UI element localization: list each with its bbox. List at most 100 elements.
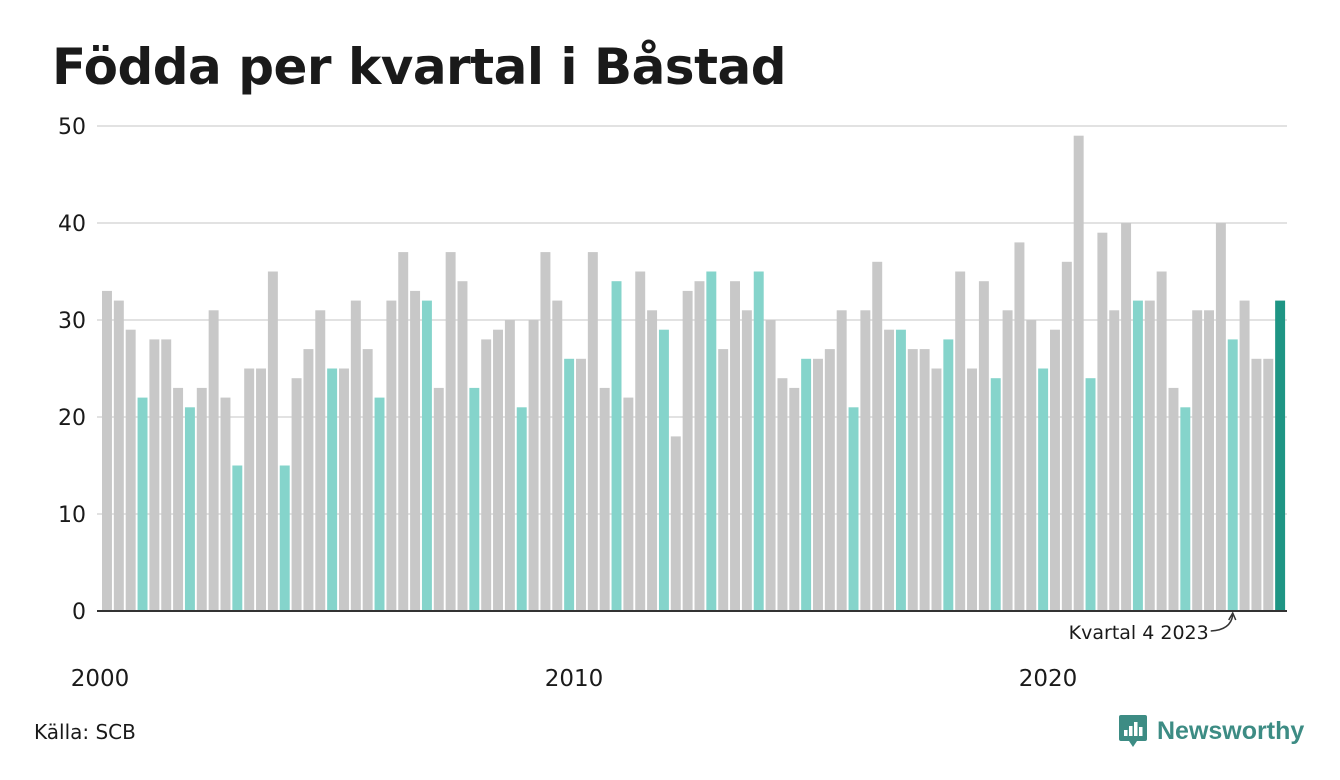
bar [315, 310, 326, 611]
bar [433, 387, 444, 611]
y-tick-label: 20 [58, 406, 86, 431]
x-tick-label: 2020 [1019, 666, 1078, 692]
bar [327, 368, 338, 611]
bar [1073, 135, 1084, 611]
bar [1097, 232, 1108, 611]
bar [1109, 310, 1120, 611]
bar [1026, 320, 1037, 611]
bar [113, 300, 124, 611]
x-axis-ticks: 2000 2010 2020 [71, 666, 1078, 692]
annotation-arrowhead [1228, 611, 1237, 621]
bar [173, 387, 184, 611]
bar [421, 300, 432, 611]
bar [1204, 310, 1215, 611]
y-tick-label: 40 [58, 212, 86, 237]
bar [208, 310, 219, 611]
bar [374, 397, 385, 611]
bar [184, 407, 195, 611]
bar [836, 310, 847, 611]
bar [1038, 368, 1049, 611]
bar [291, 378, 302, 611]
bar [789, 387, 800, 611]
bar [267, 271, 278, 611]
bar [955, 271, 966, 611]
bar [1180, 407, 1191, 611]
x-tick-label: 2000 [71, 666, 130, 692]
bar [1061, 261, 1072, 611]
bar [516, 407, 527, 611]
bar [919, 349, 930, 611]
bar [196, 387, 207, 611]
bar [339, 368, 349, 611]
bar [386, 300, 397, 611]
bar [1263, 358, 1274, 611]
newsworthy-logo-icon [1119, 715, 1147, 747]
bar [718, 349, 729, 611]
bar [1050, 329, 1060, 611]
bar [564, 358, 575, 611]
annotation: Kvartal 4 2023 [1069, 611, 1237, 644]
bar [1275, 300, 1286, 611]
x-tick-label: 2010 [545, 666, 604, 692]
bar [1002, 310, 1013, 611]
bar [635, 271, 646, 611]
bar [611, 281, 622, 611]
bar [1121, 223, 1132, 611]
bar [256, 368, 267, 611]
bar [824, 349, 835, 611]
bar [813, 358, 823, 611]
bar [410, 290, 421, 611]
bar [1168, 387, 1179, 611]
bar [398, 252, 409, 611]
bar [445, 252, 456, 611]
source-label: Källa: SCB [34, 720, 136, 744]
bar [801, 358, 812, 611]
bar [1239, 300, 1250, 611]
bar [860, 310, 871, 611]
bar [682, 290, 693, 611]
annotation-arrow [1210, 614, 1234, 632]
bar [1192, 310, 1203, 611]
bar [1227, 339, 1238, 611]
bar [362, 349, 373, 611]
bar [1085, 378, 1096, 611]
bar [907, 349, 918, 611]
bar [895, 329, 906, 611]
bar [872, 261, 883, 611]
bar [765, 320, 776, 611]
bar [149, 339, 160, 611]
bar [1156, 271, 1167, 611]
bar [694, 281, 705, 611]
chart-title: Födda per kvartal i Båstad [52, 38, 787, 96]
bar [1215, 223, 1226, 611]
bar [1144, 300, 1155, 611]
bar [623, 397, 634, 611]
bar [493, 329, 504, 611]
y-tick-label: 50 [58, 115, 86, 140]
bar [658, 329, 669, 611]
bar [102, 290, 112, 611]
bar [220, 397, 231, 611]
bar [990, 378, 1001, 611]
bar [279, 465, 290, 611]
y-axis-ticks: 0 10 20 30 40 50 [58, 115, 86, 625]
bar [576, 358, 586, 611]
bar [670, 436, 681, 611]
bar [848, 407, 859, 611]
bar [730, 281, 741, 611]
bar [931, 368, 942, 611]
bar [1014, 242, 1025, 611]
bar [706, 271, 717, 611]
bar [884, 329, 895, 611]
y-tick-label: 30 [58, 309, 86, 334]
bar [457, 281, 468, 611]
bars [102, 135, 1286, 611]
brand-name: Newsworthy [1157, 716, 1305, 745]
brand-logo: Newsworthy [1118, 714, 1304, 748]
bar [978, 281, 989, 611]
bar [753, 271, 764, 611]
bar [528, 320, 539, 611]
bar [967, 368, 978, 611]
bar [599, 387, 610, 611]
